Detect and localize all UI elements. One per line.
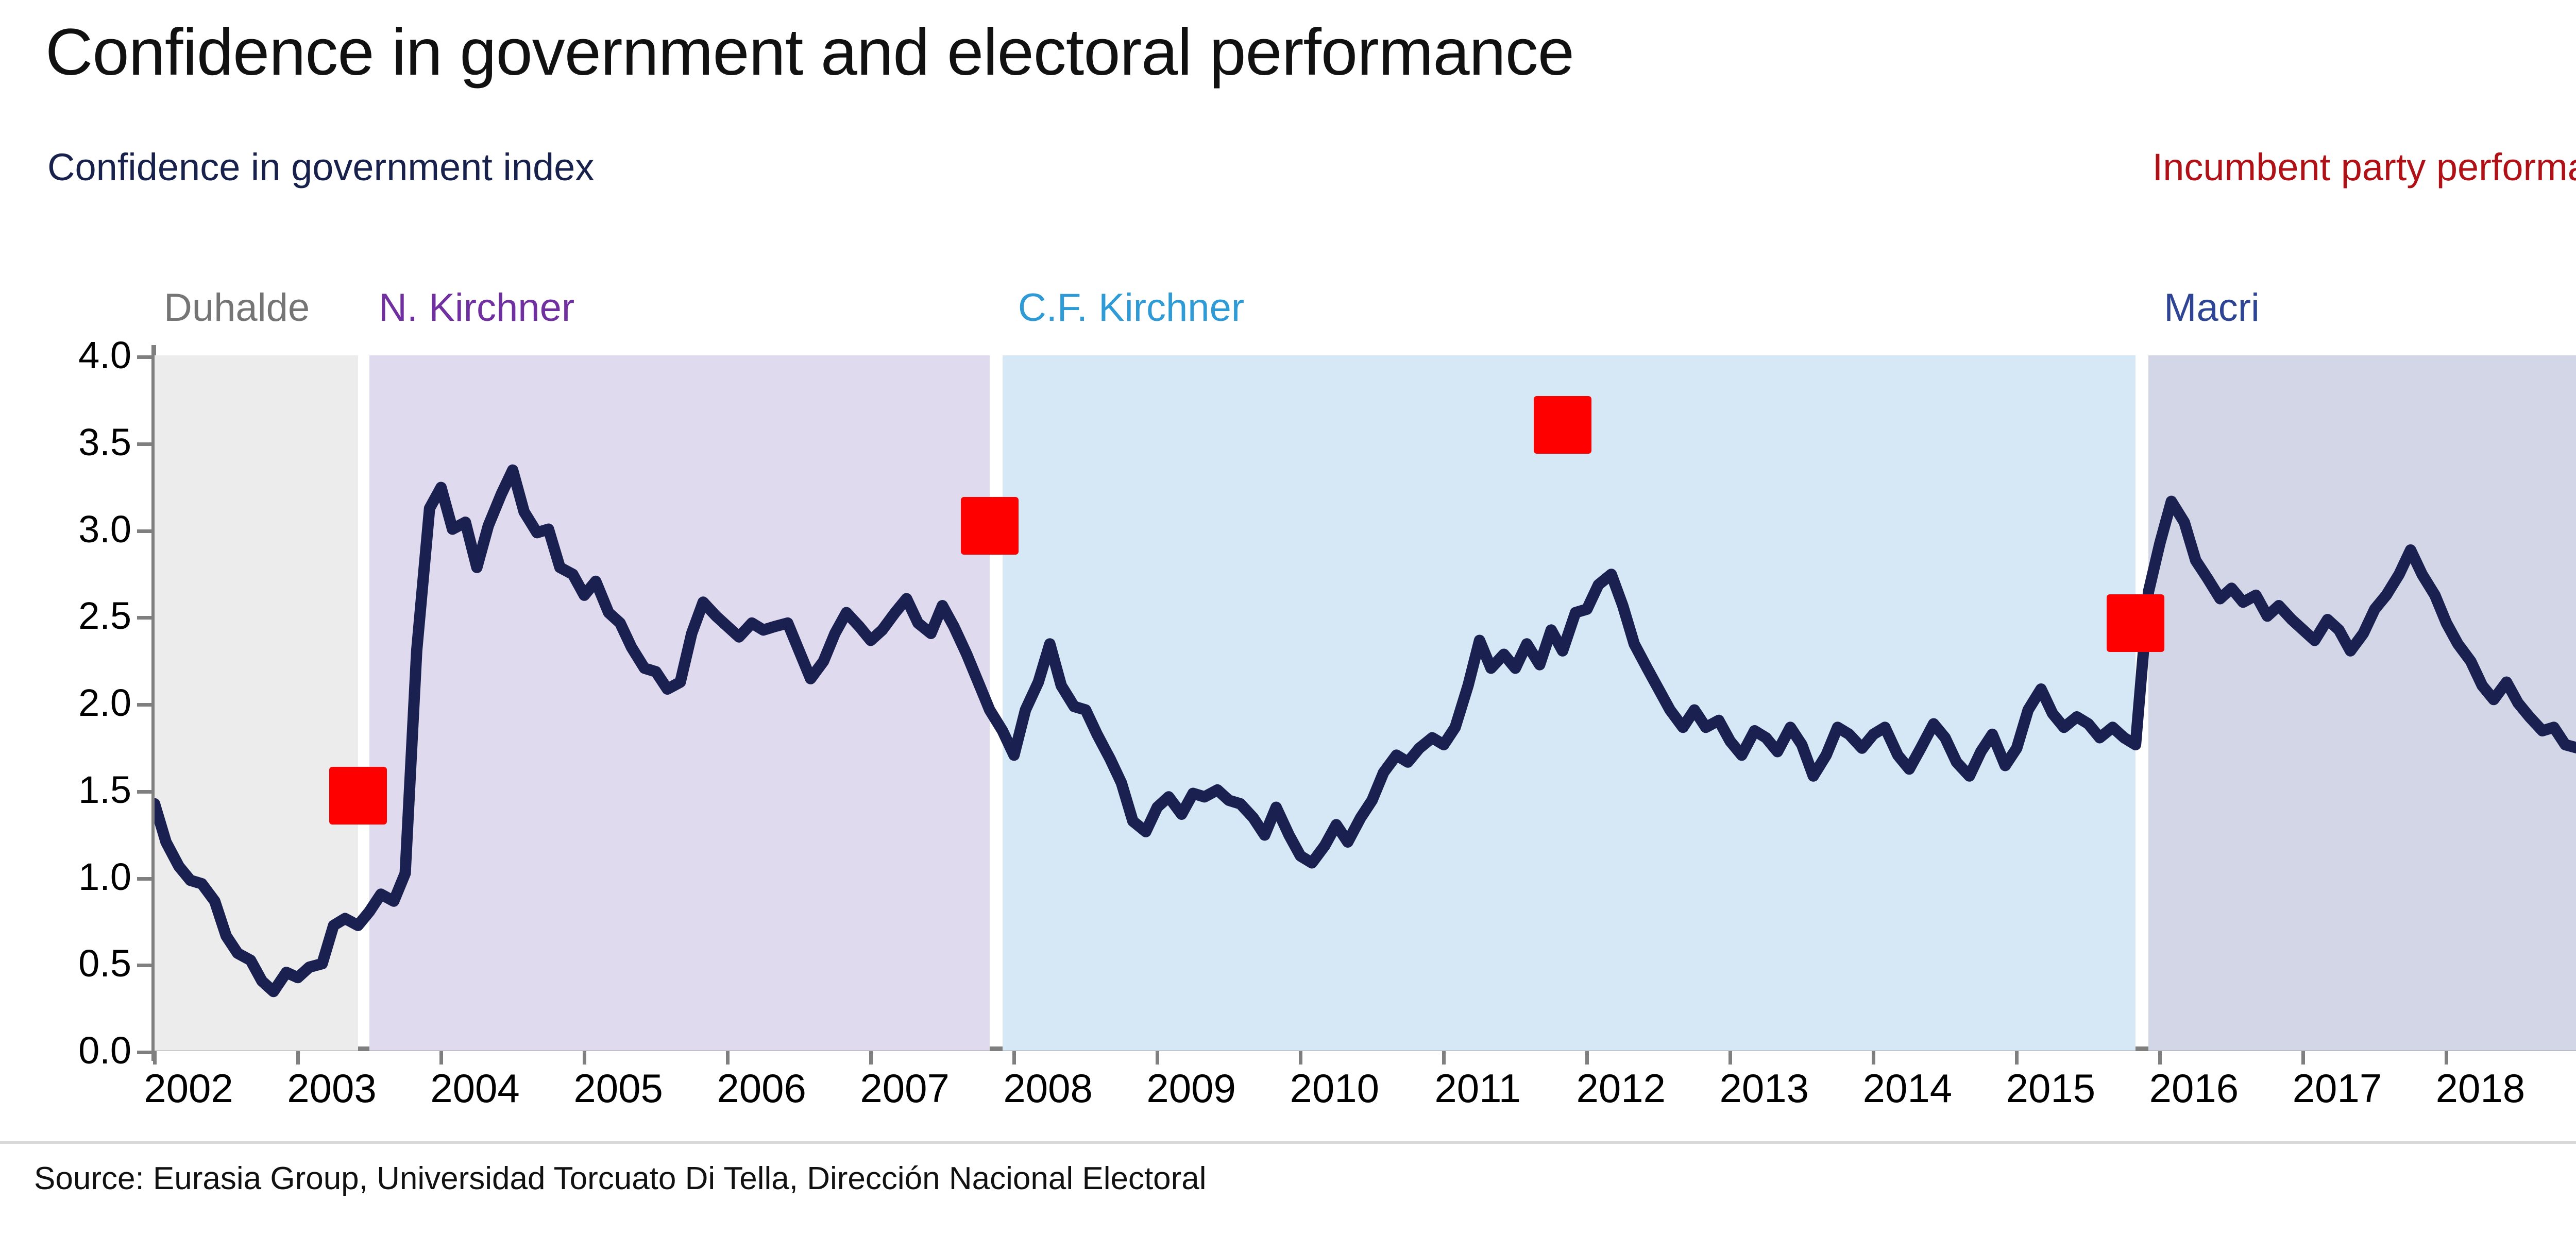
x-axis-tick-label: 2010: [1290, 1066, 1379, 1111]
x-axis-tick: [1585, 1051, 1589, 1065]
x-axis-tick-label: 2003: [287, 1066, 377, 1111]
x-axis-tick: [2015, 1051, 2019, 1065]
x-axis-tick: [1728, 1051, 1733, 1065]
left-axis-subtitle: Confidence in government index: [47, 146, 595, 188]
left-axis-tick-label: 0.5: [78, 942, 131, 985]
president-band-n-kirchner: [369, 355, 990, 1051]
left-axis-tick-label: 2.0: [78, 681, 131, 724]
x-axis-tick: [2158, 1051, 2162, 1065]
x-axis-tick-label: 2017: [2292, 1066, 2382, 1111]
left-axis-tick-label: 1.0: [78, 855, 131, 898]
band-label-c-f-kirchner: C.F. Kirchner: [1018, 286, 1245, 330]
election-marker: [1534, 396, 1592, 454]
left-axis-tick: [137, 355, 151, 359]
x-axis-tick: [153, 1051, 157, 1065]
x-axis-tick-label: 2013: [1719, 1066, 1809, 1111]
left-axis-tick: [137, 877, 151, 881]
x-axis-tick-label: 2016: [2149, 1066, 2239, 1111]
left-axis-tick: [137, 616, 151, 620]
x-axis-tick: [1299, 1051, 1303, 1065]
x-axis-tick-label: 2014: [1862, 1066, 1953, 1111]
page-title: Confidence in government and electoral p…: [45, 15, 1574, 89]
footer-divider: [0, 1141, 2576, 1144]
left-axis-tick-label: 0.0: [78, 1029, 131, 1072]
election-marker: [329, 767, 387, 825]
x-axis-tick: [1012, 1051, 1016, 1065]
confidence-index-line: [155, 464, 2576, 998]
x-axis-tick-label: 2018: [2435, 1066, 2526, 1111]
x-axis-tick-label: 2006: [717, 1066, 806, 1111]
left-axis-tick: [137, 442, 151, 446]
x-axis-tick: [583, 1051, 587, 1065]
left-axis-tick-label: 3.0: [78, 507, 131, 551]
left-axis-tick: [137, 964, 151, 968]
left-axis-tick-label: 4.0: [78, 334, 131, 376]
confidence-index-polyline: [155, 464, 2576, 998]
left-axis-tick-label: 2.5: [78, 594, 131, 638]
x-axis-tick: [869, 1051, 873, 1065]
x-axis-tick-label: 2012: [1576, 1066, 1666, 1111]
band-label-macri: Macri: [2164, 286, 2260, 330]
president-band-c-f-kirchner: [1002, 355, 2136, 1051]
x-axis-tick-label: 2008: [1003, 1066, 1093, 1111]
x-axis-tick: [1156, 1051, 1160, 1065]
x-axis-tick-label: 2005: [573, 1066, 663, 1111]
x-axis-tick: [1442, 1051, 1446, 1065]
election-marker: [2107, 594, 2165, 652]
x-axis-tick: [2445, 1051, 2449, 1065]
left-axis-line: [151, 345, 156, 1061]
x-axis-tick: [2301, 1051, 2306, 1065]
election-result-markers: [155, 355, 2576, 1051]
x-axis-tick: [439, 1051, 444, 1065]
left-axis-tick: [137, 703, 151, 707]
x-axis-tick: [296, 1051, 300, 1065]
plot-area: [155, 355, 2576, 1051]
x-axis-tick-label: 2004: [430, 1066, 520, 1111]
left-axis-tick: [137, 529, 151, 533]
x-axis-tick-label: 2011: [1434, 1066, 1521, 1111]
x-axis-tick: [1872, 1051, 1876, 1065]
source-note: Source: Eurasia Group, Universidad Torcu…: [34, 1161, 1207, 1196]
left-axis-tick: [137, 789, 151, 794]
band-label-duhalde: Duhalde: [164, 286, 310, 330]
x-axis-tick: [726, 1051, 730, 1065]
left-axis-tick-label: 3.5: [78, 420, 131, 464]
x-axis-tick-label: 2007: [860, 1066, 950, 1111]
x-axis-tick-label: 2002: [144, 1066, 233, 1111]
president-band-macri: [2148, 355, 2576, 1051]
x-axis-tick-label: 2009: [1146, 1066, 1236, 1111]
president-band-duhalde: [155, 355, 358, 1051]
election-marker: [960, 496, 1019, 555]
x-axis-tick-label: 2015: [2006, 1066, 2096, 1111]
band-label-n-kirchner: N. Kirchner: [379, 286, 575, 330]
right-axis-subtitle: Incumbent party performance in first rou…: [2152, 146, 2576, 188]
left-axis-tick-label: 1.5: [78, 768, 131, 811]
left-axis-tick: [137, 1051, 151, 1054]
